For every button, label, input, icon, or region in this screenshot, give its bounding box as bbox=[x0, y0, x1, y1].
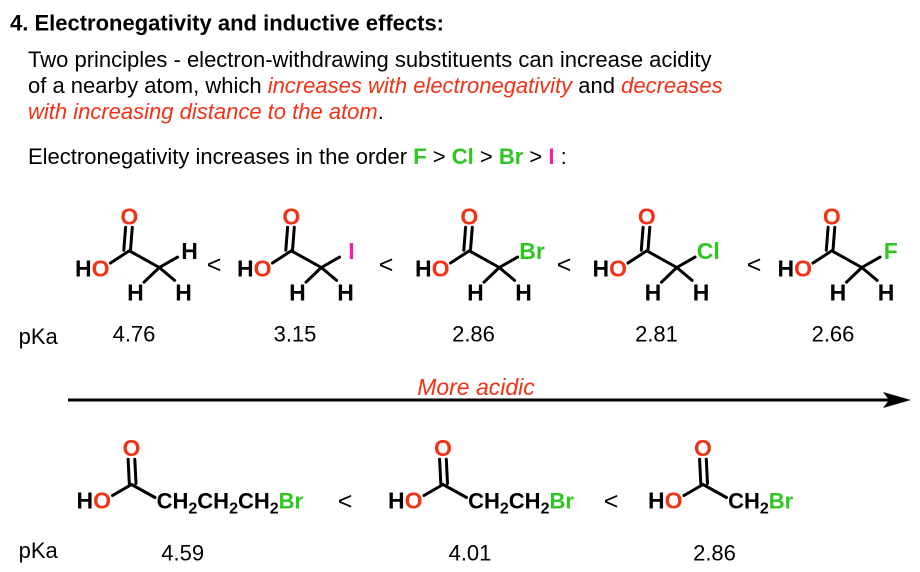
svg-text:H: H bbox=[693, 279, 710, 305]
svg-text:3.15: 3.15 bbox=[274, 322, 317, 347]
svg-text:<: < bbox=[747, 251, 762, 279]
svg-text:O: O bbox=[282, 203, 300, 229]
svg-text:O: O bbox=[694, 435, 712, 461]
svg-text:F: F bbox=[884, 238, 898, 264]
svg-text:2.66: 2.66 bbox=[812, 322, 855, 347]
svg-text:H: H bbox=[175, 279, 192, 305]
svg-text:H: H bbox=[878, 279, 895, 305]
svg-text:H: H bbox=[645, 279, 662, 305]
svg-text:H: H bbox=[337, 279, 354, 305]
svg-text:H: H bbox=[467, 279, 484, 305]
svg-text:CH2​Br: CH2​Br bbox=[728, 488, 794, 517]
svg-text:<: < bbox=[557, 251, 572, 279]
svg-text:I: I bbox=[348, 238, 354, 264]
svg-text:with increasing distance to th: with increasing distance to the atom. bbox=[28, 99, 384, 124]
svg-text:H: H bbox=[830, 279, 847, 305]
svg-text:Cl: Cl bbox=[697, 238, 720, 264]
svg-text:2.86: 2.86 bbox=[693, 541, 736, 566]
svg-text:O: O bbox=[122, 435, 140, 461]
svg-text:HO: HO bbox=[75, 255, 110, 281]
svg-text:H: H bbox=[181, 238, 198, 264]
svg-text:2.86: 2.86 bbox=[452, 322, 495, 347]
svg-text:More acidic: More acidic bbox=[417, 374, 535, 400]
svg-text:<: < bbox=[207, 251, 222, 279]
svg-text:<: < bbox=[338, 488, 353, 516]
svg-text:4. Electronegativity and induc: 4. Electronegativity and inductive effec… bbox=[10, 11, 444, 36]
svg-text:Electronegativity increases in: Electronegativity increases in the order… bbox=[28, 144, 567, 169]
svg-text:HO: HO bbox=[777, 255, 812, 281]
svg-text:<: < bbox=[604, 488, 619, 516]
svg-text:pKa: pKa bbox=[19, 324, 59, 349]
svg-text:of a nearby atom, which increa: of a nearby atom, which increases with e… bbox=[28, 73, 723, 98]
svg-text:HO: HO bbox=[415, 255, 450, 281]
svg-text:Br: Br bbox=[519, 238, 545, 264]
svg-text:O: O bbox=[823, 203, 841, 229]
svg-text:H: H bbox=[127, 279, 144, 305]
svg-text:O: O bbox=[638, 203, 656, 229]
svg-text:2.81: 2.81 bbox=[635, 322, 678, 347]
svg-text:CH2​CH2​CH2​Br: CH2​CH2​CH2​Br bbox=[157, 488, 304, 517]
svg-text:4.59: 4.59 bbox=[161, 541, 204, 566]
svg-text:HO: HO bbox=[76, 487, 111, 513]
svg-text:O: O bbox=[434, 435, 452, 461]
svg-text:H: H bbox=[515, 279, 532, 305]
svg-text:Two principles - electron-with: Two principles - electron-withdrawing su… bbox=[28, 47, 712, 72]
svg-text:CH2​CH2​Br: CH2​CH2​Br bbox=[468, 488, 574, 517]
svg-text:H: H bbox=[289, 279, 306, 305]
svg-text:O: O bbox=[120, 203, 138, 229]
svg-text:O: O bbox=[460, 203, 478, 229]
svg-text:HO: HO bbox=[648, 487, 683, 513]
svg-text:pKa: pKa bbox=[19, 538, 59, 563]
svg-text:<: < bbox=[379, 251, 394, 279]
svg-text:HO: HO bbox=[237, 255, 272, 281]
svg-text:4.76: 4.76 bbox=[113, 322, 156, 347]
svg-text:HO: HO bbox=[592, 255, 627, 281]
svg-text:HO: HO bbox=[388, 487, 423, 513]
svg-text:4.01: 4.01 bbox=[449, 541, 492, 566]
